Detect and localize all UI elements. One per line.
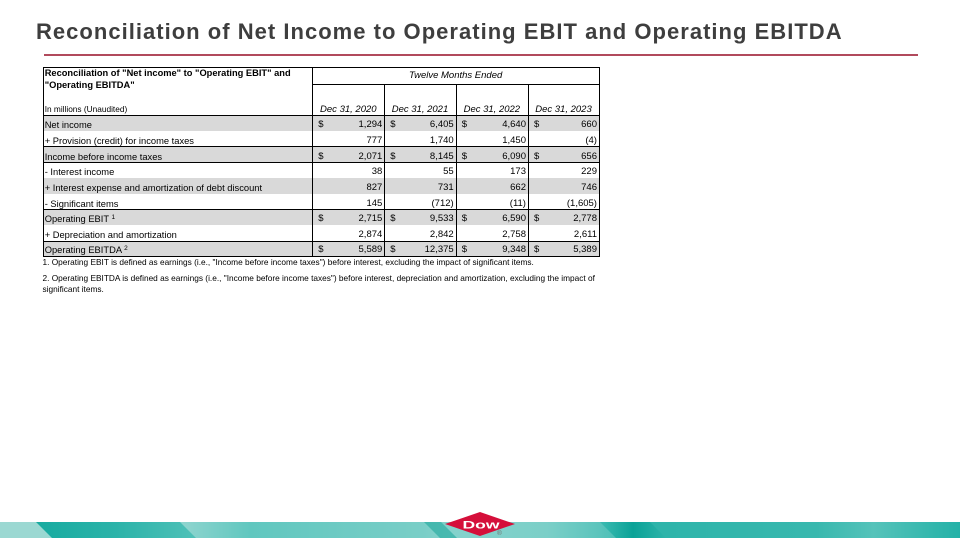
svg-text:®: ®	[497, 529, 502, 537]
svg-text:Dow: Dow	[463, 519, 501, 531]
